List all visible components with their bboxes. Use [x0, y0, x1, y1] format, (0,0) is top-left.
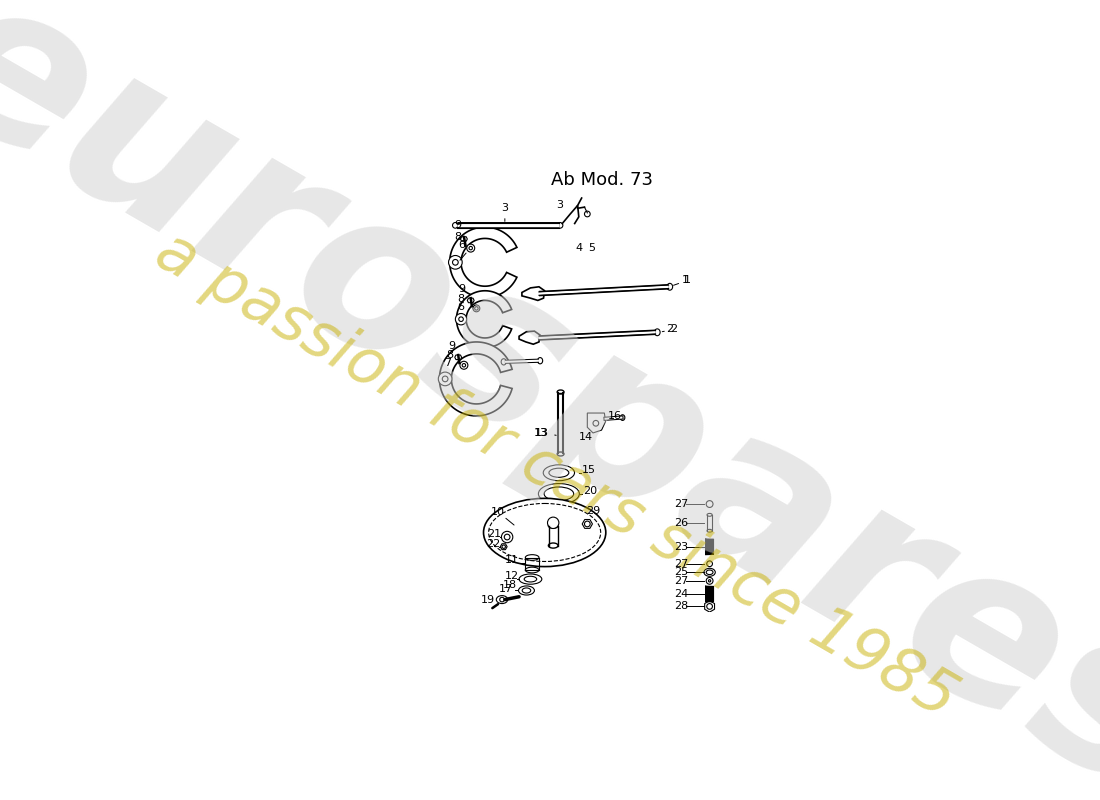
Ellipse shape: [488, 503, 601, 562]
Circle shape: [548, 517, 559, 529]
Polygon shape: [456, 290, 512, 348]
Ellipse shape: [518, 586, 535, 595]
Ellipse shape: [526, 554, 539, 560]
Text: 26: 26: [674, 518, 689, 528]
Text: 1: 1: [673, 275, 691, 286]
Text: 12: 12: [505, 571, 519, 581]
Circle shape: [469, 246, 472, 250]
Polygon shape: [519, 331, 540, 344]
Text: 13: 13: [534, 428, 548, 438]
Text: 2: 2: [667, 324, 673, 334]
Ellipse shape: [654, 329, 660, 336]
Text: 9: 9: [448, 341, 455, 350]
Text: 27: 27: [674, 558, 689, 569]
Text: 23: 23: [674, 542, 689, 552]
Ellipse shape: [519, 574, 542, 584]
Ellipse shape: [526, 567, 539, 573]
Ellipse shape: [525, 576, 537, 582]
Text: 11: 11: [505, 555, 519, 565]
Ellipse shape: [484, 498, 606, 566]
Ellipse shape: [707, 530, 712, 532]
Text: 6: 6: [458, 302, 464, 311]
Ellipse shape: [620, 414, 625, 421]
Circle shape: [460, 362, 467, 370]
Text: 9: 9: [459, 285, 465, 294]
Ellipse shape: [558, 390, 564, 394]
Circle shape: [442, 376, 448, 382]
Text: 3: 3: [502, 203, 508, 222]
Text: 13: 13: [536, 428, 557, 438]
Text: 22: 22: [486, 538, 500, 549]
Text: 27: 27: [674, 576, 689, 586]
Text: 21: 21: [487, 529, 502, 539]
Polygon shape: [454, 355, 462, 359]
Text: Ab Mod. 73: Ab Mod. 73: [550, 171, 652, 190]
Text: 5: 5: [588, 243, 595, 253]
Text: 14: 14: [579, 432, 593, 442]
Ellipse shape: [707, 514, 712, 516]
Text: 20: 20: [583, 486, 597, 496]
Text: 9: 9: [454, 220, 462, 230]
Circle shape: [502, 531, 513, 542]
Text: 7: 7: [444, 358, 451, 368]
Text: 4: 4: [575, 243, 583, 253]
Text: 29: 29: [586, 506, 601, 516]
Text: 27: 27: [674, 499, 689, 509]
Text: 6: 6: [459, 240, 465, 250]
Text: 18: 18: [503, 580, 517, 590]
Text: 17: 17: [499, 584, 513, 594]
Ellipse shape: [558, 452, 564, 456]
Circle shape: [708, 580, 711, 582]
Circle shape: [438, 372, 452, 386]
Text: 10: 10: [491, 507, 505, 518]
Ellipse shape: [549, 468, 569, 478]
Circle shape: [504, 534, 510, 540]
Ellipse shape: [549, 543, 558, 548]
Polygon shape: [521, 286, 544, 301]
Circle shape: [593, 421, 598, 426]
Circle shape: [473, 305, 480, 312]
Circle shape: [707, 561, 713, 566]
Ellipse shape: [543, 465, 574, 481]
Circle shape: [706, 501, 713, 507]
Text: 8: 8: [454, 231, 462, 242]
Polygon shape: [587, 413, 605, 433]
Text: 8: 8: [447, 350, 453, 360]
Ellipse shape: [549, 523, 558, 528]
Ellipse shape: [522, 588, 530, 593]
Circle shape: [502, 545, 505, 549]
Circle shape: [452, 259, 459, 265]
Ellipse shape: [706, 570, 713, 574]
Polygon shape: [500, 544, 507, 550]
Circle shape: [706, 578, 713, 584]
Circle shape: [459, 317, 463, 322]
Circle shape: [466, 244, 475, 252]
Ellipse shape: [544, 487, 574, 501]
Circle shape: [455, 314, 466, 325]
Text: 28: 28: [674, 602, 689, 611]
Polygon shape: [440, 342, 513, 416]
Circle shape: [462, 363, 465, 367]
Circle shape: [584, 211, 591, 217]
Text: 25: 25: [674, 567, 689, 578]
Text: 3: 3: [557, 200, 563, 210]
Ellipse shape: [538, 358, 542, 364]
Polygon shape: [705, 601, 715, 612]
Polygon shape: [461, 237, 468, 242]
Text: 8: 8: [458, 294, 464, 304]
Circle shape: [707, 603, 713, 610]
Text: a passion for cars since 1985: a passion for cars since 1985: [145, 221, 967, 730]
Text: 2: 2: [662, 324, 676, 334]
Text: 16: 16: [608, 410, 623, 421]
Text: 1: 1: [682, 275, 690, 286]
Polygon shape: [450, 227, 517, 298]
Ellipse shape: [704, 568, 715, 576]
Circle shape: [499, 598, 504, 602]
Ellipse shape: [538, 483, 580, 504]
Ellipse shape: [558, 222, 563, 228]
Text: 24: 24: [674, 589, 689, 599]
Ellipse shape: [452, 222, 459, 228]
Circle shape: [449, 255, 462, 269]
Ellipse shape: [667, 283, 672, 290]
